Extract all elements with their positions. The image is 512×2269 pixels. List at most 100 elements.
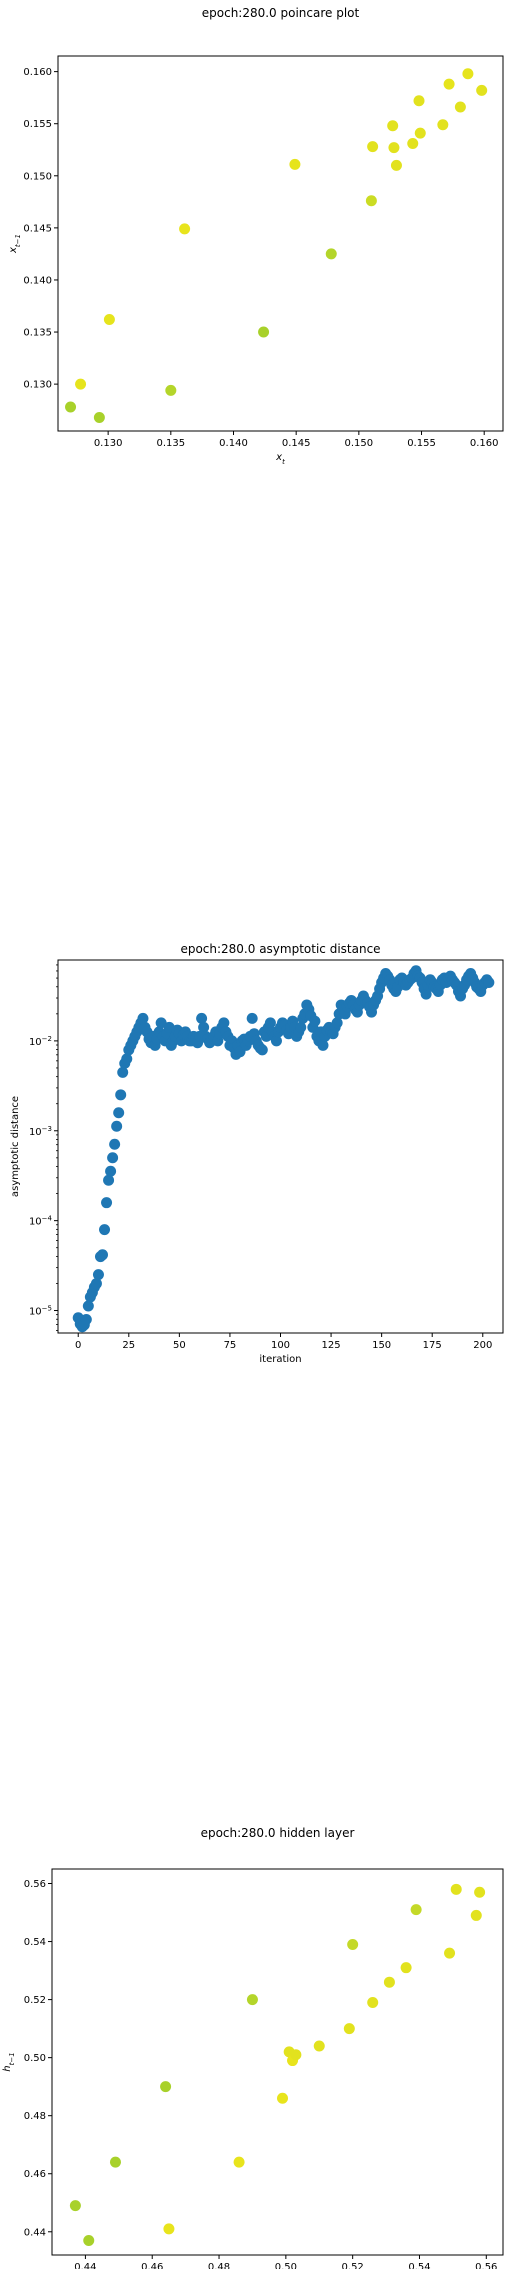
hidden-plot-frame [51, 1868, 504, 2256]
hidden-point [343, 2023, 355, 2035]
hidden-ytick-label: 0.46 [24, 2169, 46, 2180]
poincare-point [65, 401, 77, 413]
asym-point [155, 1017, 167, 1029]
poincare-ytick-label: 0.160 [23, 67, 52, 78]
asym-point [121, 1053, 133, 1065]
poincare-ylabel: xt−1 [8, 234, 22, 254]
hidden-point [83, 2234, 95, 2246]
hidden-layer-chart: epoch:280.0 hidden layer 0.44 0.46 0.48 0.50… [0, 1795, 512, 2269]
poincare-point [443, 78, 455, 90]
asym-ylabel: asymptotic distance [10, 1096, 21, 1197]
asym-point [109, 1138, 121, 1150]
poincare-point [414, 127, 426, 139]
asym-point [196, 1012, 208, 1024]
asym-point [420, 988, 432, 1000]
hidden-ytick-label: 0.56 [24, 1879, 46, 1890]
asym-xtick-label: 50 [173, 1340, 186, 1351]
asym-point [117, 1066, 129, 1078]
poincare-point [165, 384, 177, 396]
poincare-plot-svg: epoch:280.0 poincare plot 0.130 0.135 0.140… [8, 6, 504, 466]
asym-point [115, 1089, 127, 1101]
hidden-xtick-label: 0.54 [408, 2262, 430, 2269]
poincare-point [390, 159, 402, 171]
asym-ytick-label: 10−3 [29, 1125, 52, 1138]
asym-xtick-label: 125 [322, 1340, 341, 1351]
hidden-xtick-label: 0.52 [342, 2262, 364, 2269]
hidden-xtick-label: 0.48 [208, 2262, 230, 2269]
asym-xtick-label: 100 [271, 1340, 290, 1351]
asym-ytick-label: 10−5 [29, 1305, 52, 1318]
asym-point [483, 976, 495, 988]
asym-point [256, 1044, 268, 1056]
asym-point [111, 1120, 123, 1132]
poincare-xtick-label: 0.140 [219, 438, 248, 449]
poincare-xtick-label: 0.130 [94, 438, 123, 449]
poincare-point [476, 84, 488, 96]
asym-plot-frame [57, 959, 504, 1334]
asym-xtick-label: 75 [224, 1340, 237, 1351]
asym-point [137, 1012, 149, 1024]
poincare-xtick-label: 0.145 [282, 438, 311, 449]
poincare-ytick-label: 0.140 [23, 275, 52, 286]
hidden-point [313, 2040, 325, 2052]
asym-xlabel: iteration [259, 1354, 301, 1365]
hidden-point [163, 2223, 175, 2235]
poincare-ytick-label: 0.155 [23, 119, 52, 130]
asym-point [246, 1012, 258, 1024]
hidden-xtick-label: 0.46 [141, 2262, 163, 2269]
hidden-point [400, 1962, 412, 1974]
asym-point [264, 1017, 276, 1029]
hidden-point [233, 2156, 245, 2168]
hidden-point [69, 2200, 81, 2212]
poincare-point [407, 138, 419, 149]
hidden-point [160, 2081, 172, 2093]
asym-point [99, 1224, 111, 1236]
poincare-point [413, 95, 425, 107]
poincare-point [387, 120, 399, 132]
asymptotic-distance-chart: epoch:280.0 asymptotic distance 0 25 50 75 10… [0, 930, 512, 1390]
asym-point [309, 1015, 321, 1027]
poincare-point [75, 378, 87, 390]
hidden-ytick-label: 0.54 [24, 1937, 46, 1948]
hidden-xtick-label: 0.50 [275, 2262, 297, 2269]
hidden-point [383, 1976, 395, 1988]
hidden-point [470, 1909, 482, 1921]
asym-point [113, 1107, 125, 1119]
hidden-point [347, 1938, 359, 1950]
poincare-plot-frame [57, 55, 504, 432]
hidden-ytick-label: 0.44 [24, 2227, 46, 2238]
poincare-point [365, 195, 377, 207]
poincare-ytick-label: 0.135 [23, 328, 52, 339]
hidden-point [444, 1947, 456, 1959]
asym-point [105, 1165, 117, 1177]
poincare-point [258, 326, 270, 338]
poincare-xlabel: xt [275, 452, 285, 466]
poincare-chart: epoch:280.0 poincare plot 0.130 0.135 0.140… [0, 0, 512, 480]
asym-point [90, 1278, 102, 1290]
hidden-point [474, 1886, 486, 1898]
poincare-point [325, 248, 337, 260]
hidden-point [246, 1994, 258, 2006]
hidden-ytick-label: 0.50 [24, 2053, 46, 2064]
hidden-point [410, 1904, 422, 1916]
poincare-point [179, 223, 191, 235]
poincare-xtick-label: 0.160 [470, 438, 499, 449]
hidden-title: epoch:280.0 hidden layer [201, 1826, 355, 1840]
asym-point [103, 1174, 115, 1186]
asym-point [331, 1017, 343, 1029]
poincare-point [93, 411, 105, 423]
asym-point [107, 1152, 119, 1164]
asym-ytick-label: 10−4 [29, 1215, 53, 1228]
hidden-xtick-label: 0.56 [475, 2262, 497, 2269]
poincare-point [388, 142, 400, 154]
asym-point [101, 1197, 113, 1209]
poincare-point [289, 158, 301, 170]
hidden-point [290, 2049, 302, 2061]
asym-point [80, 1314, 92, 1326]
asym-point [218, 1017, 230, 1029]
poincare-xtick-label: 0.150 [345, 438, 374, 449]
poincare-ytick-label: 0.145 [23, 223, 52, 234]
hidden-ylabel: ht−1 [2, 2052, 16, 2071]
asym-ytick-label: 10−2 [29, 1035, 52, 1048]
hidden-xtick-label: 0.44 [74, 2262, 96, 2269]
